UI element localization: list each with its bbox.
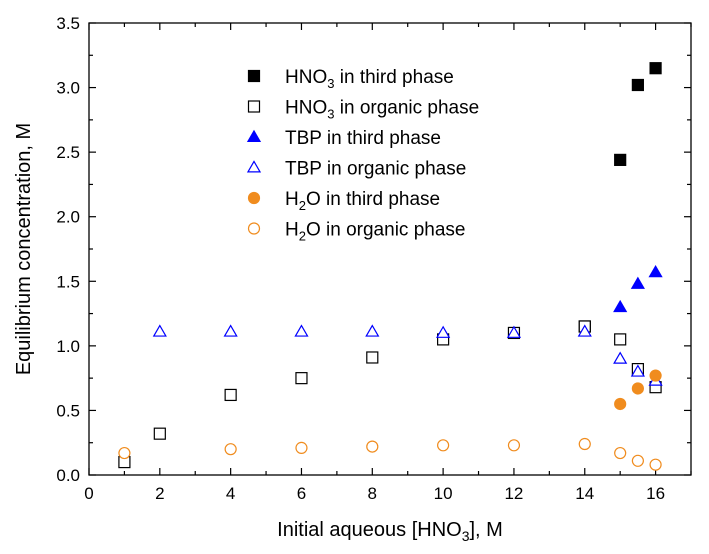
data-point [614,397,627,411]
legend-label-part: 2 [299,198,306,213]
x-tick-label: 12 [504,484,523,503]
legend-entry: H2O in third phase [247,189,440,213]
legend-label: TBP in third phase [285,128,441,149]
legend-label-part: 3 [327,76,334,91]
data-point [506,325,522,338]
legend-label-part: 2 [299,229,306,244]
data-point [507,439,521,452]
x-axis-title-part: Initial aqueous [HNO [277,519,462,541]
y-tick-label: 2.5 [56,143,80,162]
data-point [649,62,662,75]
legend-marker [247,100,261,113]
data-point [295,441,308,454]
data-point [223,324,238,337]
x-tick-label: 4 [226,484,235,503]
legend-label-part: H [285,220,299,241]
tick-labels: 0 2 4 6 8 10 12 14 16 0.0 0.5 1.0 1.5 2.0 2.5 3.0 3.5 [56,14,665,503]
y-tick-label: 2.0 [56,208,80,227]
data-point [649,458,662,471]
data-points [118,62,663,471]
series-0 [578,62,662,333]
legend-label: H2O in third phase [285,189,440,213]
data-point [153,427,166,440]
data-point [294,324,309,337]
x-tick-label: 16 [646,484,665,503]
x-axis-title-part: ], M [470,519,503,541]
legend-marker [247,222,261,235]
legend-label-part: TBP in organic phase [285,159,466,180]
data-point [152,324,167,337]
y-tick-label: 1.0 [56,337,80,356]
data-point [631,382,644,395]
x-tick-label: 2 [155,484,164,503]
legend-marker [247,69,261,83]
data-point [295,372,308,385]
data-point [614,333,627,346]
legend-label-part: in organic phase [334,98,479,119]
y-tick-label: 3.5 [56,14,80,33]
data-point [118,446,131,460]
legend-entry: H2O in organic phase [247,220,465,244]
data-point [613,299,628,313]
data-point [614,446,627,460]
y-axis-title: Equilibrium concentration, M [13,123,35,375]
x-axis-title-part: 3 [462,528,470,544]
y-tick-label: 0.5 [56,401,80,420]
series-2 [613,264,663,313]
legend-label: HNO3 in third phase [285,67,454,91]
axis-ticks [88,22,692,476]
legend-label-part: O in organic phase [306,220,466,241]
legend-entry: HNO3 in organic phase [247,98,479,122]
legend-label-part: HNO [285,98,327,119]
data-point [631,454,644,467]
y-tick-label: 1.5 [56,272,80,291]
data-point [578,437,591,451]
legend-label-part: H [285,189,299,210]
legend-entry: TBP in organic phase [246,159,466,180]
x-tick-label: 8 [368,484,377,503]
data-point [366,351,379,364]
data-point [577,324,592,337]
legend-entry: TBP in third phase [246,128,441,149]
data-point [365,324,380,337]
data-point [630,276,645,289]
series-5 [118,437,662,471]
legend-marker [246,129,262,142]
x-tick-label: 6 [297,484,306,503]
data-point [224,388,237,402]
legend-label: H2O in organic phase [285,220,465,244]
legend-label-part: 3 [327,107,334,122]
data-point [224,443,237,456]
data-point [613,351,628,364]
legend-label-part: HNO [285,67,327,88]
data-point [366,440,379,453]
legend-marker [246,160,262,173]
data-point [614,153,627,166]
series-3 [152,324,663,386]
legend-label: HNO3 in organic phase [285,98,479,122]
legend-marker [247,191,261,205]
legend-label-part: O in third phase [306,189,440,210]
series-4 [614,369,662,411]
legend-label-part: TBP in third phase [285,128,441,149]
y-tick-label: 3.0 [56,79,80,98]
legend-label-part: in third phase [334,67,453,88]
data-point [649,369,662,382]
legend-entry: HNO3 in third phase [247,67,454,91]
data-point [631,78,644,92]
x-axis-title: Initial aqueous [HNO3], M [277,519,503,544]
x-tick-label: 0 [84,484,93,503]
data-point [436,325,451,338]
legend-label: TBP in organic phase [285,159,466,180]
plot-area-frame [88,22,692,476]
data-point [648,264,663,278]
x-tick-label: 14 [575,484,594,503]
y-tick-label: 0.0 [56,466,80,485]
data-point [437,439,450,452]
data-point [630,364,645,377]
x-tick-label: 10 [434,484,453,503]
